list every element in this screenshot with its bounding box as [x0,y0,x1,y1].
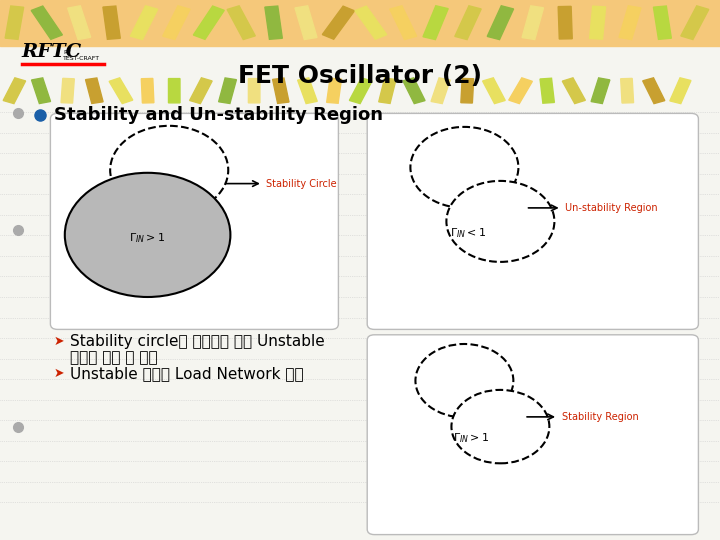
Text: Stability and Un-stability Region: Stability and Un-stability Region [54,106,383,124]
Polygon shape [3,78,26,104]
Polygon shape [32,78,50,104]
Text: Stability Region: Stability Region [562,412,639,422]
Polygon shape [130,6,158,39]
Polygon shape [619,6,641,39]
Bar [0,0,720,46]
Polygon shape [654,6,671,39]
Polygon shape [403,78,425,104]
Polygon shape [540,78,554,103]
Polygon shape [227,6,256,39]
FancyBboxPatch shape [367,113,698,329]
Polygon shape [455,6,481,39]
Polygon shape [265,6,282,39]
Polygon shape [273,78,289,103]
Circle shape [415,344,513,417]
Polygon shape [248,78,260,103]
Polygon shape [390,6,417,39]
Text: Unstable 영역에 Load Network 구현: Unstable 영역에 Load Network 구현 [70,366,303,381]
Polygon shape [509,78,532,104]
Polygon shape [103,6,120,39]
Text: $\Gamma_{IN} < 1$: $\Gamma_{IN} < 1$ [450,226,486,240]
Polygon shape [109,78,132,104]
Polygon shape [327,78,341,103]
Circle shape [110,126,228,214]
Polygon shape [482,78,505,104]
Polygon shape [562,78,585,104]
Polygon shape [295,6,317,39]
FancyBboxPatch shape [367,335,698,535]
Text: FET Oscillator (2): FET Oscillator (2) [238,64,482,87]
Polygon shape [355,6,387,39]
Polygon shape [423,6,448,39]
Text: Stability Circle: Stability Circle [266,179,337,188]
Text: ➤: ➤ [54,367,65,380]
Polygon shape [5,6,24,39]
Polygon shape [194,6,224,39]
Polygon shape [297,78,318,104]
Text: TEST-CRAFT: TEST-CRAFT [63,56,101,61]
Text: Un-stability Region: Un-stability Region [565,203,658,213]
Text: RFTC: RFTC [22,43,82,60]
Polygon shape [163,6,190,39]
Text: ➤: ➤ [54,335,65,348]
Polygon shape [590,6,606,39]
Polygon shape [522,6,544,39]
Polygon shape [323,6,354,39]
Polygon shape [681,6,708,39]
Polygon shape [591,78,610,104]
Polygon shape [189,78,212,104]
Circle shape [65,173,230,297]
Text: RF: RF [63,50,71,55]
Polygon shape [141,78,154,103]
Polygon shape [670,78,691,104]
Text: $\Gamma_{IN} > 1$: $\Gamma_{IN} > 1$ [454,431,490,446]
Polygon shape [168,78,180,103]
Circle shape [451,390,549,463]
Polygon shape [621,78,634,103]
Text: $\Gamma_{IN} > 1$: $\Gamma_{IN} > 1$ [130,231,166,245]
Text: Stability circle를 이용하여 쉽게 Unstable: Stability circle를 이용하여 쉽게 Unstable [70,334,325,349]
Circle shape [410,127,518,208]
Polygon shape [461,78,474,103]
Polygon shape [558,6,572,39]
Polygon shape [61,78,74,103]
Polygon shape [643,78,665,104]
Polygon shape [68,6,91,39]
Circle shape [446,181,554,262]
Polygon shape [349,78,372,104]
Polygon shape [31,6,63,39]
Polygon shape [431,78,450,104]
FancyBboxPatch shape [50,113,338,329]
Polygon shape [219,78,236,104]
Polygon shape [487,6,513,39]
Text: 영역을 찾을 수 있음: 영역을 찾을 수 있음 [70,350,158,365]
Polygon shape [379,78,396,104]
Polygon shape [86,78,103,104]
